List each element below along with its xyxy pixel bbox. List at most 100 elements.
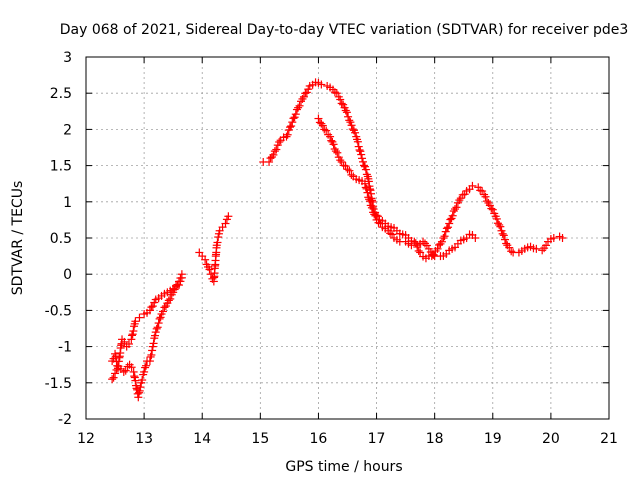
data-point [329,140,338,149]
data-point [109,373,118,382]
data-point [455,196,464,205]
x-axis-label: GPS time / hours [285,459,402,475]
data-point [125,339,134,348]
data-point [141,363,150,372]
data-point [283,130,292,139]
data-point [487,204,496,213]
data-point [221,219,230,228]
x-tick-label: 20 [542,431,560,447]
data-point [201,255,210,264]
data-point [542,241,551,250]
data-point [135,388,144,397]
data-point [270,147,279,156]
data-point [322,126,331,135]
grid [86,57,609,419]
data-point [351,128,360,137]
y-tick-label: 0.5 [50,231,72,247]
data-point [155,314,164,323]
y-tick-label: -1 [58,340,72,356]
data-point [444,223,453,232]
data-point [289,114,298,123]
data-point [151,328,160,337]
data-point [360,179,369,188]
data-point [355,145,364,154]
y-tick-label: -0.5 [45,303,72,319]
data-point [339,161,348,170]
data-point [347,170,356,179]
data-point [158,307,167,316]
data-point [140,367,149,376]
data-point [149,339,158,348]
data-point [363,188,372,197]
data-point [127,335,136,344]
data-point [301,89,310,98]
data-point [441,227,450,236]
y-tick-label: 1.5 [50,159,72,175]
data-point [136,383,145,392]
y-axis-label: SDTVAR / TECUs [10,181,26,296]
data-point [151,331,160,340]
data-point [386,229,395,238]
data-point [361,165,370,174]
y-tick-label: -1.5 [45,376,72,392]
data-point [439,234,448,242]
data-point [129,327,138,336]
data-point [333,148,342,157]
y-tick-label: 2 [63,122,72,138]
data-point [411,239,420,248]
data-point [345,116,354,125]
data-point [330,88,339,97]
data-point [337,157,346,166]
data-point [345,166,354,175]
x-tick-label: 16 [310,431,328,447]
data-point [359,161,368,170]
data-point [342,108,351,117]
data-point [291,110,300,119]
data-point [428,250,437,259]
data-point [145,357,154,366]
data-point [341,106,350,115]
data-point [419,237,428,246]
data-point [318,121,327,130]
data-point [482,197,491,206]
data-point [332,89,341,98]
chart-title: Day 068 of 2021, Sidereal Day-to-day VTE… [60,22,629,38]
data-point [549,234,558,242]
y-tick-label: 0 [63,267,72,283]
data-point [356,147,365,156]
data-point [148,302,157,311]
data-point [177,273,186,282]
data-point [445,219,454,228]
x-tick-label: 17 [368,431,386,447]
data-point [488,205,497,214]
data-point [558,234,567,242]
data-point [357,150,366,159]
data-point [148,346,157,355]
data-point [471,234,480,242]
data-point [476,186,485,195]
data-point [370,210,379,219]
data-point [460,190,469,199]
data-point [127,363,136,372]
data-point [108,375,117,384]
data-point [337,99,346,108]
data-point [358,157,367,166]
data-point [317,119,326,128]
data-point [448,211,457,220]
data-point [481,192,490,201]
data-point [174,281,183,290]
data-point [153,323,162,332]
x-tick-label: 19 [484,431,502,447]
data-point [112,365,121,374]
data-point [214,233,223,242]
data-point [354,142,363,151]
data-point [367,203,376,212]
x-tick-label: 12 [77,431,95,447]
data-point [437,237,446,246]
y-tick-label: 2.5 [50,86,72,102]
data-point [347,121,356,130]
data-point [362,184,371,193]
data-point [176,277,185,286]
data-point [295,101,304,110]
